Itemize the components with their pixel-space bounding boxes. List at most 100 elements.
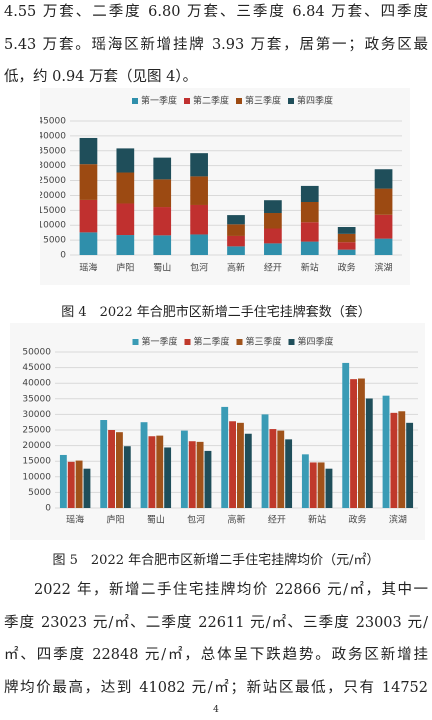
bar — [277, 430, 285, 508]
bar-segment — [79, 137, 98, 165]
bar — [116, 432, 123, 508]
bar-segment — [264, 228, 282, 244]
y-tick-label: 20000 — [22, 441, 51, 451]
y-tick-label: 35000 — [22, 394, 51, 404]
y-tick-label: 20000 — [40, 191, 66, 201]
bar-segment — [374, 214, 393, 239]
bar — [204, 450, 212, 508]
y-tick-label: 45000 — [22, 363, 51, 373]
y-tick-label: 15000 — [40, 206, 66, 216]
legend-swatch — [132, 98, 138, 104]
bar — [188, 441, 196, 508]
text-line: ㎡、四季度 22848 元/㎡，总体呈下跌趋势。政务区新增挂 — [4, 647, 428, 663]
bar — [382, 395, 390, 508]
bar-segment — [300, 241, 319, 255]
bar — [229, 421, 236, 508]
x-tick-label: 政务 — [348, 514, 366, 526]
y-tick-label: 30000 — [40, 161, 66, 171]
y-tick-label: 45000 — [40, 117, 66, 127]
bar-segment — [153, 207, 172, 236]
text-line: 牌均价最高，达到 41082 元/㎡；新站区最低，只有 14752 — [4, 680, 428, 696]
bar — [156, 435, 164, 508]
legend-swatch — [184, 98, 190, 104]
x-tick-label: 经开 — [268, 514, 286, 526]
bar-segment — [79, 164, 98, 200]
bar — [406, 422, 414, 508]
bar-segment — [300, 222, 319, 242]
bar-segment — [374, 169, 393, 189]
text-line: 2022 年，新增二手住宅挂牌均价 22866 元/㎡，其中一 — [34, 582, 428, 598]
y-tick-label: 5000 — [43, 236, 66, 246]
bar-segment — [116, 148, 135, 173]
legend-swatch — [236, 339, 243, 345]
legend-label: 第二季度 — [193, 95, 229, 107]
bar — [196, 441, 204, 508]
legend-label: 第三季度 — [245, 95, 281, 107]
bar — [309, 462, 317, 508]
x-tick-label: 庐阳 — [106, 514, 124, 526]
legend-label: 第二季度 — [194, 336, 230, 348]
chart: 0 5000 10000 15000 20000 25000 30000 35000 40000… — [10, 323, 425, 540]
bar-segment — [374, 238, 393, 255]
bar — [108, 430, 115, 508]
bar-segment — [264, 200, 282, 214]
bar — [67, 461, 75, 508]
bar — [350, 379, 357, 508]
bar — [358, 378, 365, 508]
x-tick-label: 包河 — [187, 514, 205, 526]
bar — [325, 468, 333, 508]
bar-segment — [227, 224, 245, 236]
bar — [261, 414, 269, 508]
x-tick-label: 瑶海 — [66, 514, 84, 526]
bar-segment — [337, 242, 356, 250]
bar — [244, 433, 252, 508]
bar-segment — [337, 227, 356, 234]
bar — [100, 420, 108, 508]
bar-segment — [153, 179, 172, 208]
y-tick-label: 0 — [60, 251, 66, 261]
legend-swatch — [132, 339, 139, 345]
text-line: 低，约 0.94 万套（见图 4）。 — [4, 69, 198, 85]
x-tick-label: 高新 — [227, 262, 245, 274]
y-tick-label: 15000 — [22, 457, 51, 467]
bar-segment — [190, 204, 208, 235]
x-tick-label: 包河 — [190, 262, 208, 274]
bar — [269, 429, 277, 508]
caption: 图 5 2022 年合肥市区新增二手住宅挂牌均价（元/㎡） — [52, 553, 380, 568]
y-tick-label: 40000 — [40, 131, 66, 141]
bar — [365, 398, 373, 508]
bar-segment — [116, 235, 135, 255]
bar-segment — [190, 234, 208, 255]
x-tick-label: 蜀山 — [147, 515, 165, 526]
bar — [398, 411, 406, 508]
y-tick-label: 25000 — [40, 176, 66, 186]
y-tick-label: 50000 — [22, 348, 51, 358]
legend-label: 第一季度 — [142, 336, 178, 348]
bar-segment — [153, 157, 172, 180]
legend-label: 第三季度 — [246, 336, 282, 348]
bar-segment — [153, 235, 172, 255]
legend-label: 第一季度 — [141, 95, 177, 107]
x-tick-label: 新站 — [301, 262, 319, 274]
y-tick-label: 5000 — [28, 488, 51, 498]
y-tick-label: 30000 — [22, 410, 51, 420]
y-tick-label: 25000 — [22, 426, 51, 436]
bar-segment — [374, 188, 393, 215]
x-tick-label: 庐阳 — [116, 262, 134, 274]
chart: 0 5000 10000 15000 20000 25000 30000 35000 40000… — [40, 88, 410, 285]
bar-segment — [116, 172, 135, 204]
bar — [180, 430, 188, 508]
legend-label: 第四季度 — [298, 336, 334, 348]
legend-swatch — [288, 339, 295, 345]
bar-segment — [227, 235, 245, 247]
y-tick-label: 0 — [45, 504, 51, 514]
legend-swatch — [236, 98, 242, 104]
bar-segment — [300, 185, 319, 202]
x-tick-label: 经开 — [264, 262, 282, 274]
bar-segment — [79, 199, 98, 233]
bar-segment — [264, 243, 282, 255]
x-tick-label: 新站 — [308, 514, 326, 526]
bar-segment — [79, 232, 98, 255]
bar — [390, 412, 398, 508]
